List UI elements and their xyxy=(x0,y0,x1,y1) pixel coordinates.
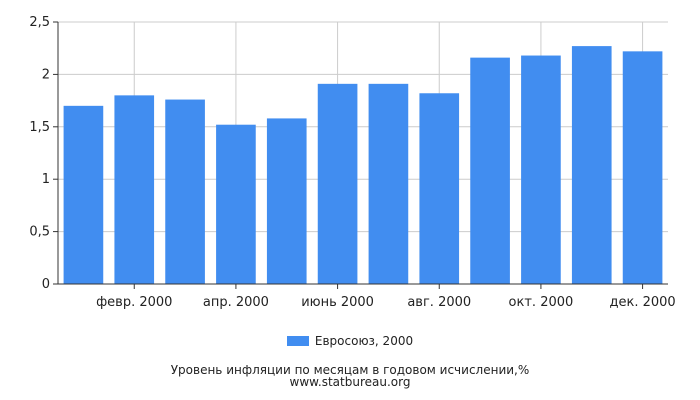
y-tick-label: 1 xyxy=(42,172,50,187)
y-tick-label: 0 xyxy=(42,277,50,292)
bar xyxy=(521,55,561,285)
bar xyxy=(317,83,358,284)
axes xyxy=(53,21,668,289)
x-tick-labels: февр. 2000 апр. 2000 июнь 2000 авг. 2000 окт… xyxy=(96,295,676,310)
chart-caption: Уровень инфляции по месяцам в годовом ис… xyxy=(170,363,530,377)
bars xyxy=(63,46,663,285)
bar xyxy=(470,57,510,284)
y-tick-label: 0,5 xyxy=(29,225,50,240)
x-tick-label: февр. 2000 xyxy=(96,295,172,310)
bar xyxy=(216,124,256,284)
bar xyxy=(571,46,612,284)
legend-swatch xyxy=(286,336,309,346)
x-tick-label: апр. 2000 xyxy=(203,295,269,310)
x-tick-label: авг. 2000 xyxy=(407,295,471,310)
x-tick-label: июнь 2000 xyxy=(301,295,374,310)
bar xyxy=(114,95,155,284)
bar xyxy=(266,118,307,284)
bar xyxy=(368,83,409,284)
bar xyxy=(63,105,104,284)
y-tick-labels: 0 0,5 1 1,5 2 2,5 xyxy=(29,15,50,292)
legend-label: Евросоюз, 2000 xyxy=(314,334,414,348)
y-tick-label: 2 xyxy=(42,67,50,82)
y-tick-label: 2,5 xyxy=(29,15,50,30)
source-url: www.statbureau.org xyxy=(289,375,411,389)
bar xyxy=(622,51,663,285)
bar xyxy=(419,93,460,284)
bar xyxy=(165,99,205,284)
legend: Евросоюз, 2000 xyxy=(0,333,700,349)
x-tick-label: окт. 2000 xyxy=(509,295,574,310)
y-tick-label: 1,5 xyxy=(29,120,50,135)
x-tick-label: дек. 2000 xyxy=(609,295,675,310)
